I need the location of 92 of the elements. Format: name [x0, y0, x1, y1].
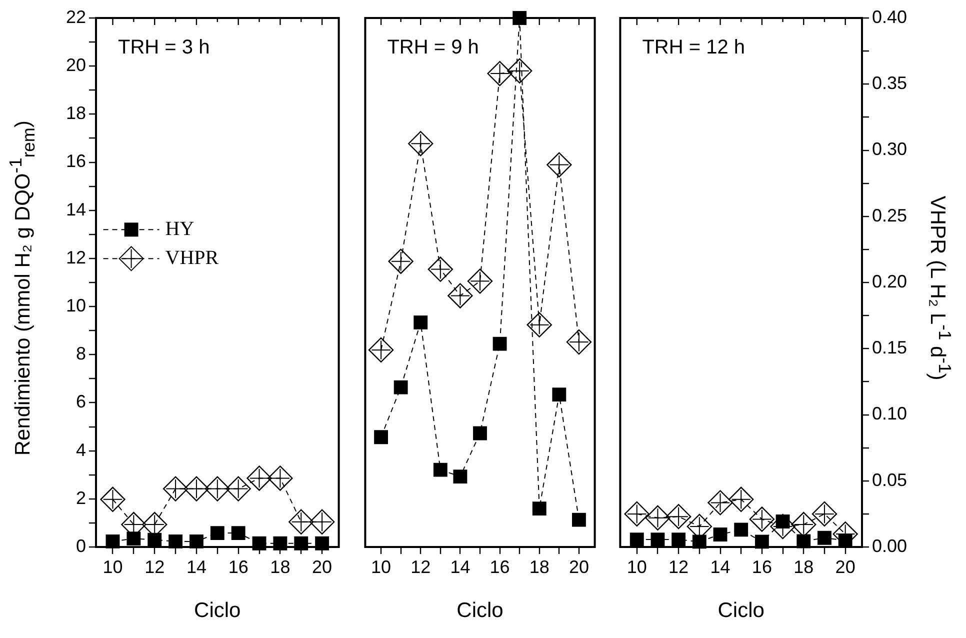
point: [162, 476, 188, 502]
x-tick-label: 20: [312, 556, 332, 577]
point: [487, 60, 512, 86]
point: [532, 502, 546, 516]
point: [713, 528, 728, 542]
x-tick-label: 10: [102, 556, 123, 577]
y2-tick-label: 0.05: [872, 470, 908, 490]
point: [408, 131, 434, 156]
point: [433, 462, 448, 477]
y2-tick-label: 0.25: [872, 205, 908, 226]
x-tick-label: 20: [835, 556, 856, 577]
point: [546, 152, 572, 178]
y-tick-label: 4: [76, 440, 86, 460]
annotation: TRH = 3 h: [118, 36, 210, 59]
point: [204, 476, 230, 502]
y-tick-label: 20: [66, 55, 86, 76]
point: [184, 476, 210, 502]
x-tick-label: 18: [529, 556, 550, 577]
point: [467, 268, 493, 294]
point: [388, 248, 414, 274]
x-tick-label: 12: [410, 556, 431, 577]
y2-tick-label: 0.20: [872, 271, 908, 292]
x-tick-label: 18: [270, 556, 290, 577]
y2-tick-label: 0.00: [872, 536, 908, 556]
legend-label: HY: [165, 218, 194, 240]
x-tick-label: 16: [490, 556, 510, 577]
point: [770, 514, 796, 540]
x-tick-label: 12: [144, 556, 165, 577]
y-tick-label: 2: [76, 488, 86, 508]
point: [492, 336, 507, 351]
y2-tick-label: 0.35: [872, 73, 908, 94]
y-tick-label: 0: [76, 536, 86, 556]
point: [630, 532, 644, 547]
x-axis-title: Ciclo: [718, 598, 764, 622]
point: [309, 509, 335, 534]
point: [246, 466, 272, 491]
y2-tick-label: 0.15: [872, 338, 908, 358]
y-tick-label: 10: [66, 296, 86, 316]
point: [226, 476, 251, 502]
point: [100, 486, 126, 512]
y-tick-label: 22: [66, 6, 86, 27]
x-tick-label: 16: [752, 556, 772, 577]
annotation: TRH = 9 h: [387, 36, 479, 59]
point: [394, 380, 408, 394]
x-axis-title: Ciclo: [194, 598, 241, 622]
point: [812, 501, 838, 527]
y2-tick-label: 0.40: [872, 6, 908, 27]
point: [374, 430, 388, 444]
point: [473, 426, 487, 440]
y-tick-label: 16: [66, 151, 86, 172]
legend-label: VHPR: [165, 246, 220, 269]
y-tick-label: 18: [66, 103, 86, 124]
point: [448, 283, 473, 308]
point: [453, 470, 468, 484]
x-tick-label: 14: [450, 556, 470, 577]
y-tick-label: 14: [66, 199, 86, 220]
point: [368, 337, 394, 363]
point: [428, 256, 454, 282]
x-tick-label: 16: [228, 556, 248, 577]
point: [708, 490, 733, 516]
x-tick-label: 10: [626, 556, 647, 577]
point: [624, 501, 650, 527]
x-tick-label: 18: [794, 556, 814, 577]
point: [512, 11, 527, 25]
x-tick-label: 10: [371, 556, 392, 577]
point: [414, 315, 428, 330]
point: [749, 506, 775, 532]
point: [506, 58, 532, 84]
point: [666, 504, 692, 530]
point: [734, 522, 748, 537]
y-tick-label: 8: [76, 344, 86, 364]
point: [818, 530, 832, 545]
y-tick-label: 12: [66, 247, 86, 268]
x-tick-label: 20: [568, 556, 589, 577]
point: [645, 505, 670, 531]
point: [526, 312, 552, 338]
point: [288, 509, 314, 534]
x-tick-label: 14: [186, 556, 206, 577]
y-tick-label: 6: [76, 392, 86, 412]
point: [572, 512, 586, 527]
point: [268, 466, 293, 491]
x-tick-label: 12: [668, 556, 689, 577]
y2-tick-label: 0.30: [872, 139, 908, 160]
x-axis-title: Ciclo: [456, 598, 504, 622]
point: [552, 388, 566, 402]
point: [672, 532, 686, 547]
point: [566, 329, 592, 355]
point: [728, 486, 754, 512]
annotation: TRH = 12 h: [642, 36, 746, 59]
point: [650, 532, 665, 547]
x-tick-label: 14: [710, 556, 730, 577]
y2-tick-label: 0.10: [872, 404, 908, 424]
